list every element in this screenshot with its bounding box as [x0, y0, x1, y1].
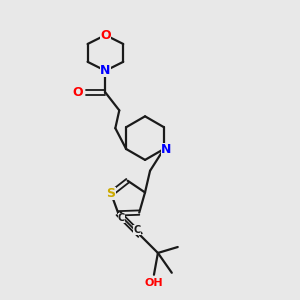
Text: C: C	[134, 225, 141, 235]
Text: N: N	[161, 142, 171, 155]
Text: C: C	[118, 213, 125, 223]
Text: O: O	[72, 86, 83, 99]
Text: O: O	[100, 28, 111, 42]
Text: S: S	[106, 187, 116, 200]
Text: OH: OH	[145, 278, 163, 288]
Text: N: N	[100, 64, 111, 77]
